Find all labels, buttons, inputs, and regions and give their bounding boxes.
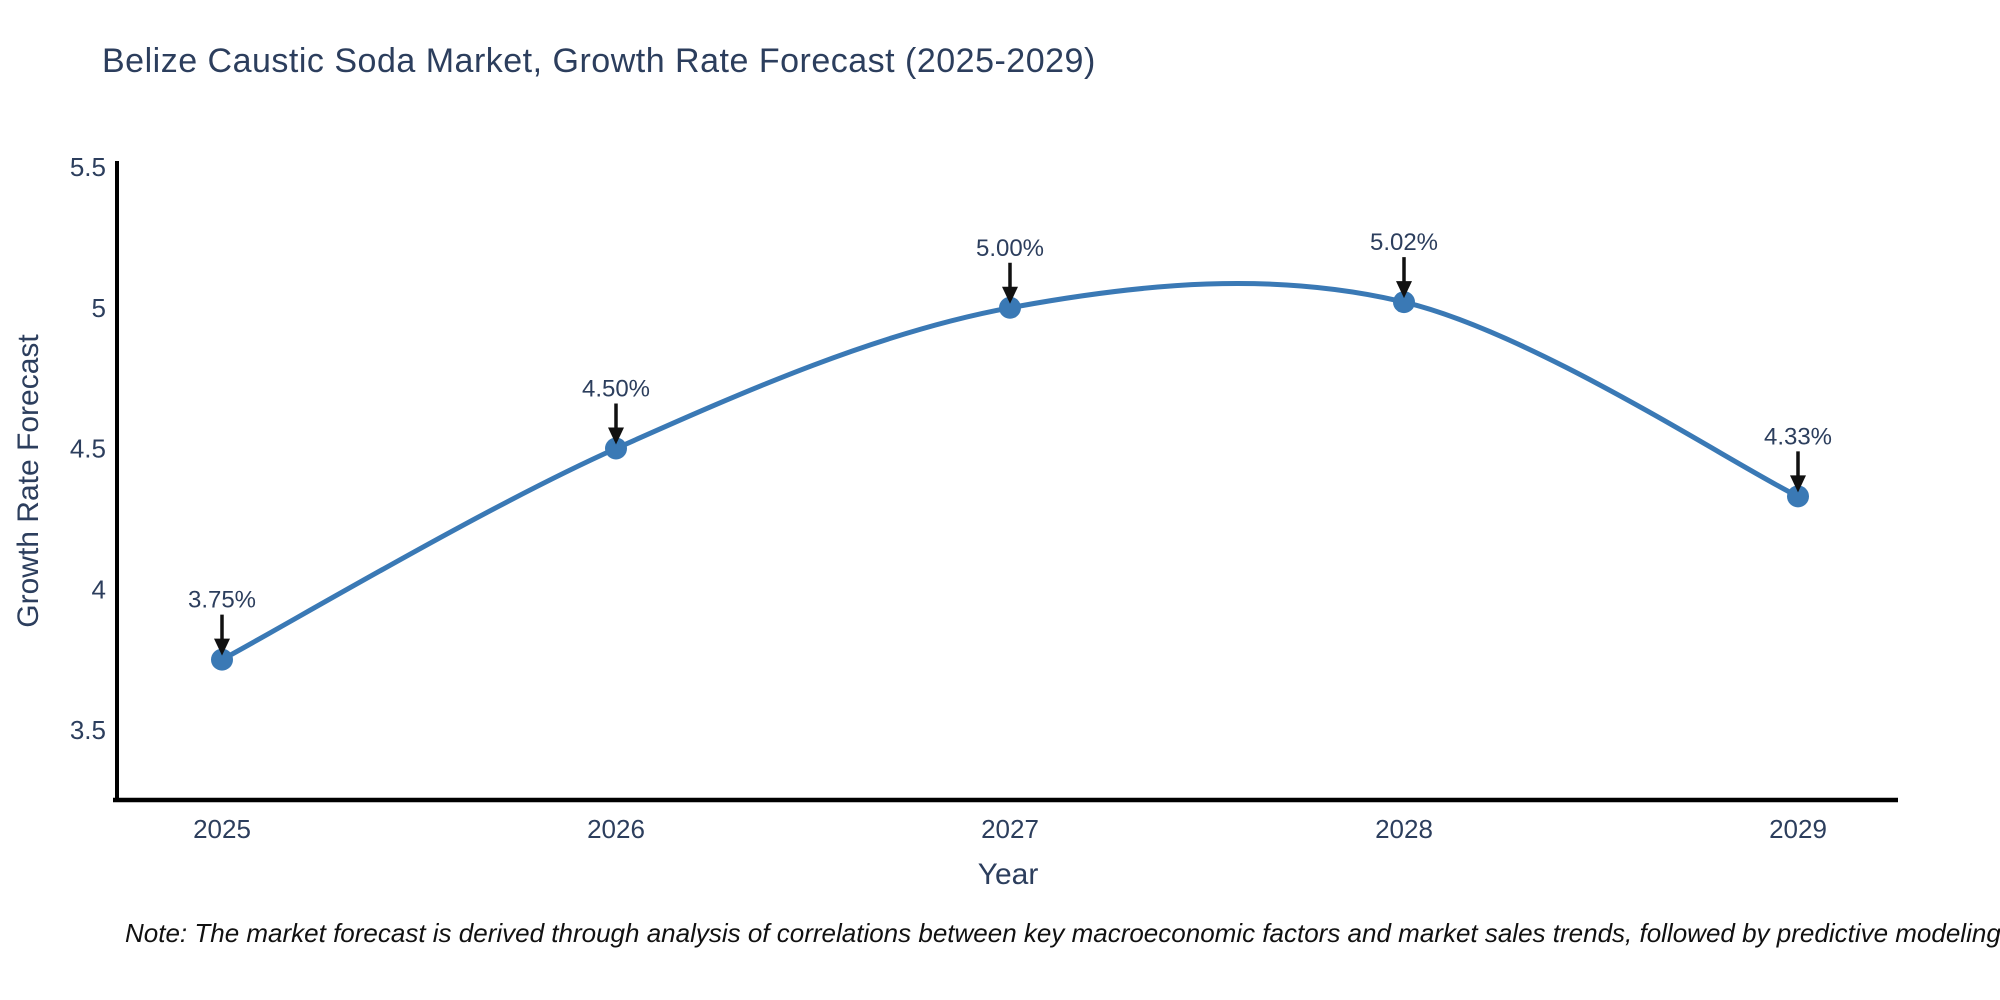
y-tick-label: 5 [92, 293, 106, 323]
data-point-label: 3.75% [188, 587, 256, 614]
annotation-arrow-head [608, 427, 624, 445]
y-tick-label: 3.5 [70, 715, 106, 745]
data-point-label: 5.02% [1370, 229, 1438, 256]
annotation-arrow-head [1002, 286, 1018, 304]
x-tick-label: 2029 [1769, 814, 1827, 844]
data-point-label: 4.50% [582, 376, 650, 403]
forecast-line [219, 280, 1801, 663]
y-tick-label: 4 [92, 574, 106, 604]
data-point-marker [211, 648, 233, 671]
data-point-marker [999, 296, 1021, 319]
x-tick-label: 2025 [193, 814, 251, 844]
y-tick-label: 4.5 [70, 434, 106, 464]
chart-title: Belize Caustic Soda Market, Growth Rate … [102, 42, 1096, 80]
data-point-label: 5.00% [976, 235, 1044, 262]
data-point-marker [1787, 485, 1809, 508]
annotation-arrow-head [1396, 281, 1412, 299]
footnote: Note: The market forecast is derived thr… [125, 918, 2000, 948]
y-tick-label: 5.5 [70, 152, 106, 182]
data-point-marker [605, 437, 627, 460]
x-tick-label: 2026 [587, 814, 645, 844]
annotation-arrow-head [1790, 475, 1806, 493]
x-tick-label: 2027 [981, 814, 1039, 844]
x-tick-label: 2028 [1375, 814, 1433, 844]
y-axis-title: Growth Rate Forecast [12, 334, 45, 628]
data-point-label: 4.33% [1764, 423, 1832, 450]
annotation-arrow-head [214, 638, 230, 656]
data-point-marker [1393, 291, 1415, 314]
x-axis-title: Year [977, 858, 1039, 891]
